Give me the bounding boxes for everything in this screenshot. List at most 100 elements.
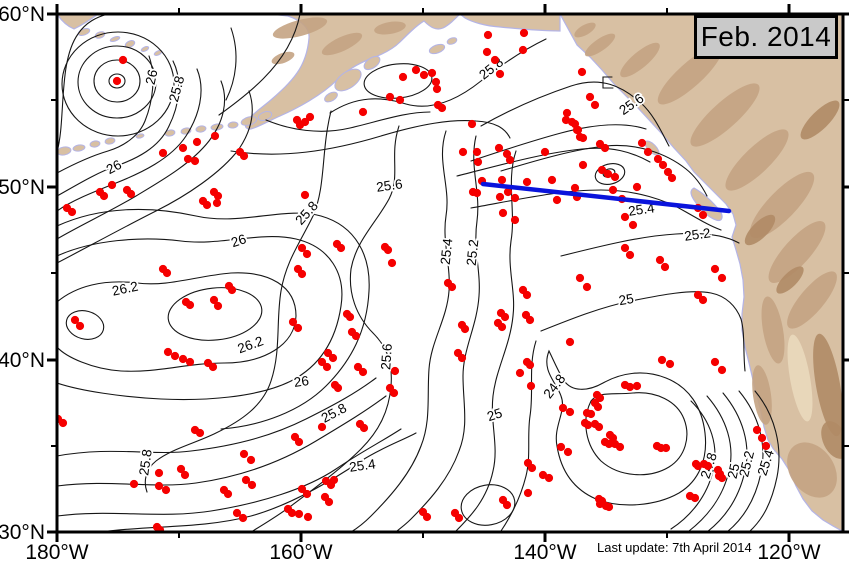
station-dot [494,143,504,153]
station-dot [590,100,600,110]
station-dot [158,148,168,158]
contour-line [57,14,109,153]
lat-axis-label: 30°N [0,521,45,544]
station-dot [665,359,675,369]
station-dot [305,112,315,122]
station-dot [597,165,607,175]
station-dot [239,151,249,161]
contour-ring [61,31,175,137]
station-dot [655,255,665,265]
contour-line [265,111,431,132]
contour-label: 25 [725,462,743,480]
station-dot [351,331,361,341]
station-dot [717,273,727,283]
station-dot [246,455,256,465]
station-dot [300,117,310,127]
station-dot [202,200,212,210]
relief-patch [690,83,760,147]
contour-line [480,81,670,147]
contour-line [726,390,764,532]
station-dot [170,351,180,361]
station-dot [297,484,307,494]
station-dot [107,180,117,190]
station-dot [583,420,593,430]
station-dot [582,282,592,292]
station-dot [561,115,571,125]
contour-line [57,68,202,212]
contour-label: 25.8 [319,400,349,426]
station-dot [625,382,635,392]
land-polygon [690,187,723,222]
station-dot [163,347,173,357]
station-dot [70,315,80,325]
station-dot [594,422,604,432]
map-frame [55,12,845,534]
station-dot [522,290,532,300]
station-dot [223,489,233,499]
land-polygon [244,14,461,130]
station-dot [118,55,128,65]
period-label: Feb. 2014 [700,21,832,52]
station-dot [527,463,537,473]
contour-line [100,432,417,532]
station-dot [324,497,334,507]
station-dot [239,449,249,459]
station-dot [323,348,333,358]
station-dot [422,512,432,522]
lat-axis-label: 40°N [0,349,45,372]
contour-line [57,80,226,240]
station-dot [389,388,399,398]
station-dot [757,433,767,443]
contour-line [456,147,651,177]
station-dot [519,28,529,38]
station-dot [411,65,421,75]
station-dot [329,475,339,485]
station-dot [526,381,536,391]
contour-line [602,76,614,89]
station-dot [643,147,653,157]
station-dot [495,192,505,202]
contour-label: 25.4 [755,447,778,477]
station-dot [632,182,642,192]
contour-label: 25.8 [136,448,155,476]
contour-line [250,125,400,532]
station-dot [16,121,24,129]
contour-line [57,272,297,372]
island [72,144,86,152]
station-dot [297,243,307,253]
station-dot [660,262,670,272]
station-dot [358,367,368,377]
island [135,133,145,139]
station-dot [419,70,429,80]
station-dot [387,258,397,268]
station-dot [661,443,671,453]
station-dot [577,67,587,77]
station-dot [525,360,535,370]
contour-layer [57,14,780,532]
station-dot [510,215,520,225]
contour-label: 25.2 [736,449,757,478]
station-dot [180,470,190,480]
island [140,46,150,52]
contour-line [225,27,237,101]
island [124,40,136,48]
station-dot [390,366,400,376]
station-dot [395,95,405,105]
contour-label: 25.2 [464,239,482,267]
island [446,37,458,45]
station-dot [303,512,313,522]
station-dot [398,72,408,82]
contour-label: 25 [618,291,635,308]
contour-label: 25 [485,405,504,424]
station-dot [570,183,580,193]
island [57,146,72,156]
station-dot [317,422,327,432]
station-dot [473,157,483,167]
station-dot [703,461,713,471]
station-dot [578,160,588,170]
station-dot [482,47,492,57]
station-dot [208,362,218,372]
contour-line [350,130,450,532]
